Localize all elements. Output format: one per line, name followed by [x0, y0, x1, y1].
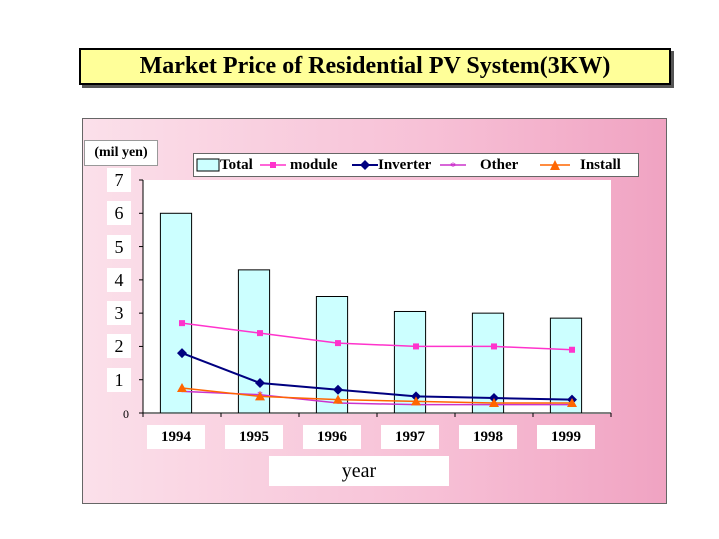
legend-item-install: Install — [540, 154, 621, 176]
point-install — [567, 398, 577, 408]
bar-total — [159, 212, 193, 414]
x-tick-label: 1996 — [303, 425, 361, 449]
point-inverter — [255, 378, 265, 389]
y-tick-label: 5 — [107, 234, 131, 259]
legend-item-total: Total — [196, 154, 253, 176]
line-install — [181, 387, 572, 404]
y-tick-label: 0 — [123, 407, 129, 421]
svg-text:*: * — [450, 159, 456, 172]
x-tick-label: 1997 — [381, 425, 439, 449]
point-module — [257, 330, 263, 337]
y-tick-label: 2 — [107, 334, 131, 359]
legend-label-module: module — [290, 156, 338, 173]
y-tick-label: 3 — [107, 301, 131, 326]
bar-total — [315, 296, 349, 414]
legend-swatch-module — [260, 162, 286, 168]
x-axis-label: year — [269, 456, 449, 486]
point-module — [413, 343, 419, 350]
legend-label-total: Total — [220, 156, 253, 173]
legend-label-inverter: Inverter — [378, 156, 432, 173]
y-tick-label: 6 — [107, 201, 131, 226]
x-tick-label: 1999 — [537, 425, 595, 449]
x-tick-label: 1994 — [147, 425, 205, 449]
bar-total — [393, 310, 427, 414]
legend-label-other: Other — [480, 156, 519, 173]
legend-label-install: Install — [580, 156, 621, 173]
y-axis-label: (mil yen) — [84, 140, 158, 166]
y-tick-label: 1 — [107, 367, 131, 392]
bar-total — [549, 317, 583, 414]
bar-total — [237, 269, 271, 414]
line-other — [181, 390, 572, 406]
point-install — [177, 383, 187, 393]
legend-item-inverter: Inverter — [352, 154, 431, 176]
point-module — [335, 340, 341, 347]
line-inverter — [181, 352, 573, 401]
legend-item-other: * Other — [440, 154, 518, 176]
chart-title: Market Price of Residential PV System(3K… — [79, 48, 671, 85]
point-install — [255, 391, 265, 401]
legend-item-module: module — [260, 154, 338, 176]
point-inverter — [177, 348, 187, 359]
legend: Total module Inverter * Other Install — [193, 153, 639, 177]
line-module — [181, 322, 573, 351]
point-module — [491, 343, 497, 350]
legend-swatch-install — [540, 160, 570, 170]
point-module — [569, 346, 575, 353]
point-module — [179, 320, 185, 327]
x-tick-label: 1995 — [225, 425, 283, 449]
legend-swatch-inverter — [352, 160, 378, 170]
legend-swatch-other: * — [440, 159, 466, 172]
x-tick-label: 1998 — [459, 425, 517, 449]
y-tick-label: 4 — [107, 267, 131, 292]
point-install — [411, 396, 421, 406]
legend-swatch-total — [196, 158, 220, 172]
point-install — [489, 398, 499, 408]
plot-area — [143, 180, 611, 414]
point-install — [333, 394, 343, 404]
point-inverter — [333, 384, 343, 395]
bar-total — [471, 312, 505, 414]
y-tick-label: 7 — [107, 168, 131, 192]
